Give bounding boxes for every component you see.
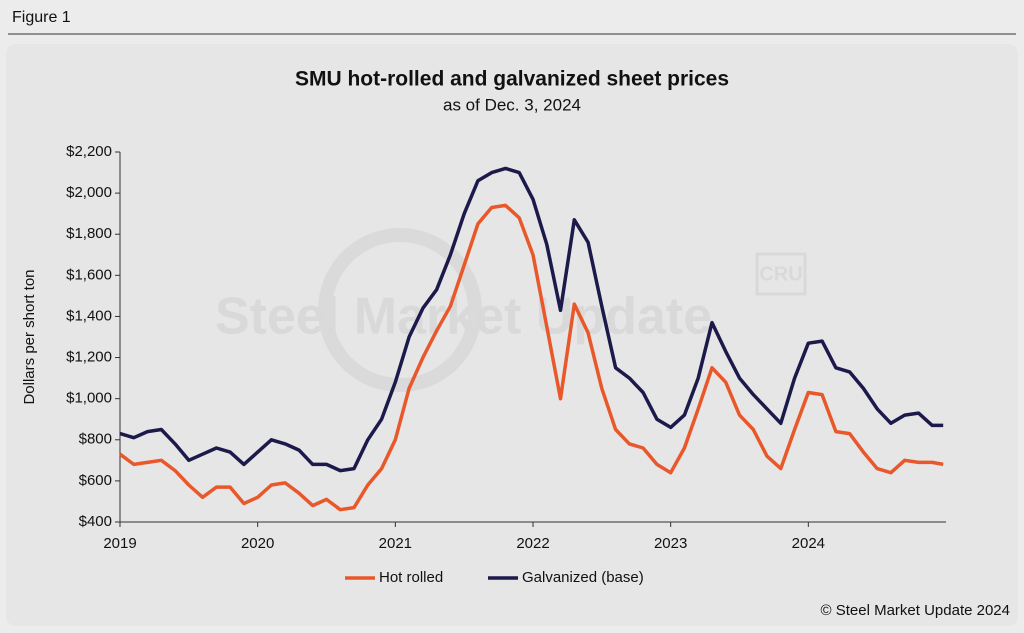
y-tick-label: $1,000	[66, 390, 112, 407]
x-tick-label: 2021	[379, 535, 412, 552]
x-tick-label: 2024	[792, 535, 825, 552]
y-tick-label: $1,200	[66, 349, 112, 366]
line-series	[118, 203, 944, 512]
y-tick-label: $2,200	[66, 143, 112, 160]
y-tick-label: $1,400	[66, 307, 112, 324]
x-tick-label: 2019	[103, 535, 136, 552]
source: © Steel Market Update 2024	[821, 602, 1011, 619]
chart-title: SMU hot-rolled and galvanized sheet pric…	[295, 68, 729, 91]
x-tick-label: 2022	[516, 535, 549, 552]
y-tick-label: $800	[79, 431, 112, 448]
legend-label: Galvanized (base)	[522, 569, 644, 586]
watermark-ring	[318, 228, 482, 392]
y-tick-label: $1,800	[66, 225, 112, 242]
panel	[6, 44, 1018, 626]
y-tick-label: $600	[79, 472, 112, 489]
y-axis-label: Dollars per short ton	[21, 269, 38, 404]
logo: CRU	[759, 263, 802, 285]
legend-label: Hot rolled	[379, 569, 443, 586]
y-tick-label: $1,600	[66, 266, 112, 283]
y-tick-label: $2,000	[66, 184, 112, 201]
x-tick-label: 2023	[654, 535, 687, 552]
y-tick-label: $400	[79, 513, 112, 530]
line-series	[119, 166, 944, 473]
chart-subtitle: as of Dec. 3, 2024	[443, 95, 581, 114]
figure-label: Figure 1	[12, 9, 71, 26]
logo-box	[755, 252, 807, 296]
watermark: Steel Market Update	[215, 288, 712, 346]
x-tick-label: 2020	[241, 535, 274, 552]
